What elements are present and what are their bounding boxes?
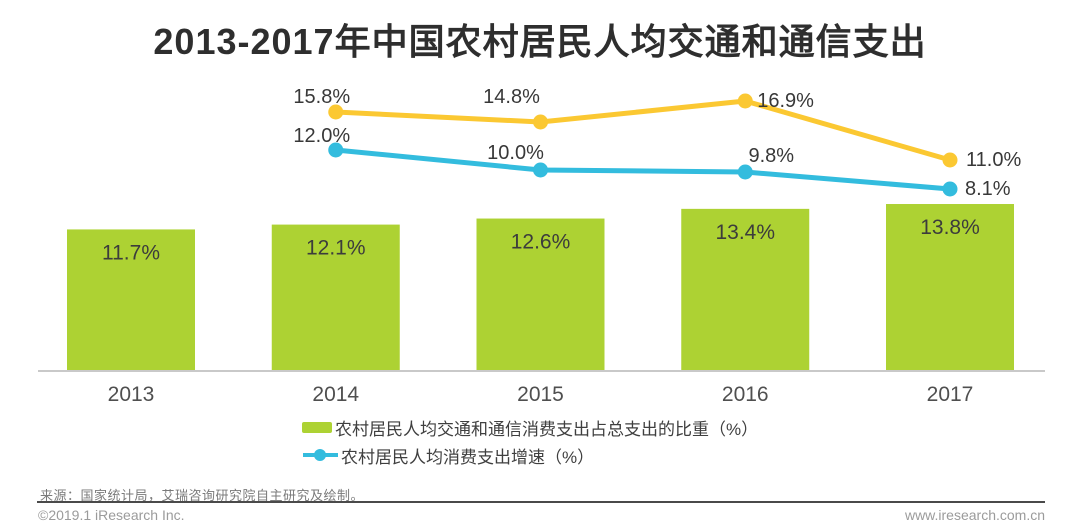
legend-bar-swatch-icon [302, 421, 332, 433]
line-series [333, 147, 953, 192]
line-point-2015 [533, 162, 548, 178]
line-point-2016 [737, 93, 753, 109]
x-tick-label-2013: 2013 [108, 383, 155, 406]
line-value-label: 10.0% [487, 142, 544, 164]
line-value-label: 14.8% [483, 86, 540, 108]
legend-item-label: 农村居民人均交通和通信消费支出占总支出的比重（%） [335, 419, 759, 439]
bar-value-label: 13.8% [920, 216, 980, 239]
line-series [333, 98, 953, 163]
bar-value-label: 12.6% [511, 231, 571, 254]
x-tick-label-2015: 2015 [517, 383, 564, 406]
line-value-label: 11.0% [966, 149, 1021, 171]
line-point-2014 [328, 104, 344, 120]
x-tick-label-2016: 2016 [722, 383, 769, 406]
x-tick-label-2017: 2017 [927, 383, 974, 406]
line-point-2017 [942, 181, 958, 197]
line-point-2016 [737, 164, 753, 180]
bar-2015 [476, 218, 605, 371]
line-value-label: 15.8% [293, 86, 350, 108]
line-point-2017 [942, 152, 958, 168]
legend-item-label: 农村居民人均消费支出增速（%） [341, 447, 595, 467]
bar-value-label: 13.4% [715, 221, 775, 244]
website-link: www.iresearch.com.cn [904, 507, 1045, 523]
legend-item-line-growth: 农村居民人均消费支出增速（%） [302, 441, 758, 469]
x-tick-label-2014: 2014 [312, 383, 359, 406]
line-value-label: 16.9% [757, 90, 814, 112]
footer-divider [37, 501, 1045, 503]
line-value-label: 12.0% [293, 125, 350, 147]
line-point-2015 [533, 114, 548, 130]
line-value-label: 9.8% [748, 145, 794, 167]
bar-value-label: 11.7% [102, 241, 160, 264]
copyright-text: ©2019.1 iResearch Inc. [38, 507, 185, 523]
bar-2017 [886, 204, 1014, 371]
bar-value-label: 12.1% [306, 237, 366, 260]
line-value-label: 8.1% [965, 178, 1011, 200]
bar-2013 [67, 229, 195, 371]
bar-2016 [681, 208, 810, 371]
line-point-2014 [328, 142, 344, 158]
chart-title: 2013-2017年中国农村居民人均交通和通信支出 [153, 21, 927, 62]
bar-2014 [271, 224, 400, 371]
chart-legend: 农村居民人均交通和通信消费支出占总支出的比重（%） 农村居民人均消费支出增速（%… [302, 413, 758, 469]
source-note: 来源：国家统计局，艾瑞咨询研究院自主研究及绘制。 [40, 488, 365, 503]
legend-line-dot-icon [303, 449, 338, 461]
combo-chart-plot-area: 11.7% 12.1% 12.6% 13.4% 13.8% 12.0% 10.0% 9.8% 8… [38, 86, 1045, 406]
legend-item-bar-share: 农村居民人均交通和通信消费支出占总支出的比重（%） [302, 413, 758, 441]
